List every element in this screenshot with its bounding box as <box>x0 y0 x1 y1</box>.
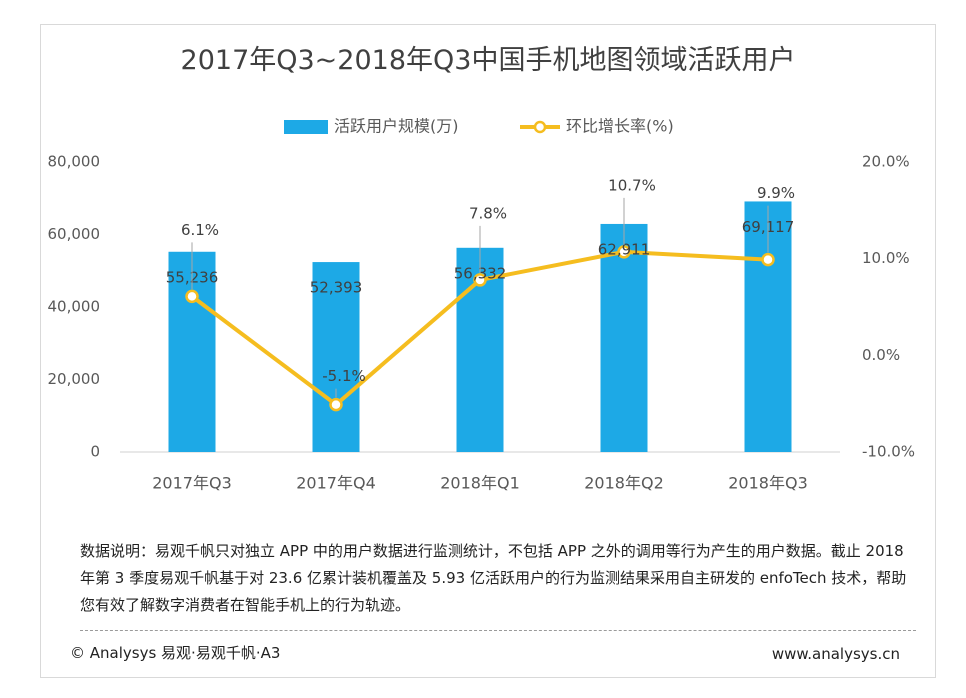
x-tick-label: 2018年Q1 <box>440 474 520 493</box>
x-tick-label: 2018年Q2 <box>584 474 664 493</box>
x-tick-label: 2018年Q3 <box>728 474 808 493</box>
y-left-tick-label: 80,000 <box>48 153 101 171</box>
legend-bar-label: 活跃用户规模(万) <box>334 117 459 136</box>
bar-value-label: 56,332 <box>454 264 507 282</box>
y-right-tick-label: -10.0% <box>862 443 915 461</box>
y-left-tick-label: 0 <box>90 443 100 461</box>
data-labels: 55,23652,39356,33262,91169,1176.1%-5.1%7… <box>166 176 795 398</box>
y-axis-right: -10.0% 0.0% 10.0% 20.0% <box>862 153 915 461</box>
y-left-tick-label: 40,000 <box>48 298 101 316</box>
bar-4 <box>600 223 648 452</box>
y-left-tick-label: 60,000 <box>48 225 101 243</box>
legend-line-label: 环比增长率(%) <box>566 117 674 136</box>
chart-title: 2017年Q3~2018年Q3中国手机地图领域活跃用户 <box>180 45 796 76</box>
footer-copyright: © Analysys 易观·易观千帆·A3 <box>70 644 281 662</box>
line-value-label: -5.1% <box>322 367 366 385</box>
y-right-tick-label: 0.0% <box>862 346 900 364</box>
line-value-label: 6.1% <box>181 221 219 239</box>
x-tick-label: 2017年Q3 <box>152 474 232 493</box>
y-left-tick-label: 20,000 <box>48 370 101 388</box>
line-point-3 <box>473 273 487 287</box>
line-point-5 <box>761 252 775 267</box>
footer-divider <box>80 630 916 631</box>
line-value-label: 9.9% <box>757 184 795 202</box>
bar-value-label: 52,393 <box>310 279 363 297</box>
line-value-label: 7.8% <box>469 204 507 222</box>
bar-value-label: 62,911 <box>598 240 651 258</box>
y-right-tick-label: 20.0% <box>862 153 910 171</box>
bar-2 <box>312 262 360 452</box>
x-axis-labels: 2017年Q3 2017年Q4 2018年Q1 2018年Q2 2018年Q3 <box>152 474 808 493</box>
line-point-2 <box>329 397 343 412</box>
y-axis-left: 0 20,000 40,000 60,000 80,000 <box>48 153 101 461</box>
legend-line-marker <box>533 120 547 134</box>
line-series <box>185 245 775 412</box>
chart-legend: 活跃用户规模(万) 环比增长率(%) <box>284 117 674 136</box>
x-tick-label: 2017年Q4 <box>296 474 376 493</box>
line-point-4 <box>617 245 631 259</box>
y-right-tick-label: 10.0% <box>862 249 910 267</box>
footer-url[interactable]: www.analysys.cn <box>771 645 900 663</box>
line-point-1 <box>185 289 199 304</box>
data-note: 数据说明：易观千帆只对独立 APP 中的用户数据进行监测统计，不包括 APP 之… <box>80 542 907 614</box>
chart-canvas: 活跃用户规模(万) 环比增长率(%) 0 20,000 40,000 60,000 80,… <box>48 117 916 493</box>
legend-bar-swatch <box>284 120 328 134</box>
line-value-label: 10.7% <box>608 176 656 194</box>
